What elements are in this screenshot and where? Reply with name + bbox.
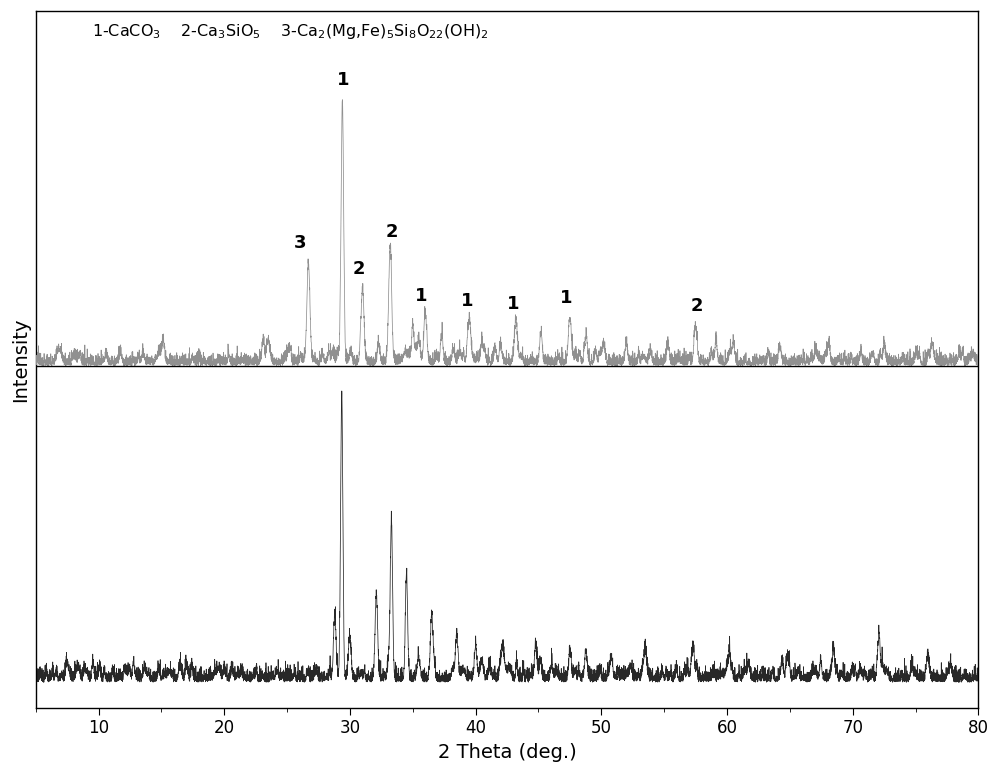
Text: 1: 1	[337, 71, 350, 90]
Text: 1-CaCO$_3$    2-Ca$_3$SiO$_5$    3-Ca$_2$(Mg,Fe)$_5$Si$_8$O$_{22}$(OH)$_2$: 1-CaCO$_3$ 2-Ca$_3$SiO$_5$ 3-Ca$_2$(Mg,F…	[92, 22, 489, 40]
Text: 2: 2	[352, 261, 365, 278]
Text: 3: 3	[293, 233, 306, 251]
Text: 2: 2	[385, 223, 398, 241]
X-axis label: 2 Theta (deg.): 2 Theta (deg.)	[438, 743, 576, 762]
Text: 1: 1	[415, 287, 428, 305]
Text: 1: 1	[461, 292, 473, 310]
Text: 1: 1	[507, 295, 520, 313]
Text: 1: 1	[560, 289, 572, 308]
Text: 2: 2	[691, 298, 703, 315]
Y-axis label: Intensity: Intensity	[11, 317, 30, 401]
